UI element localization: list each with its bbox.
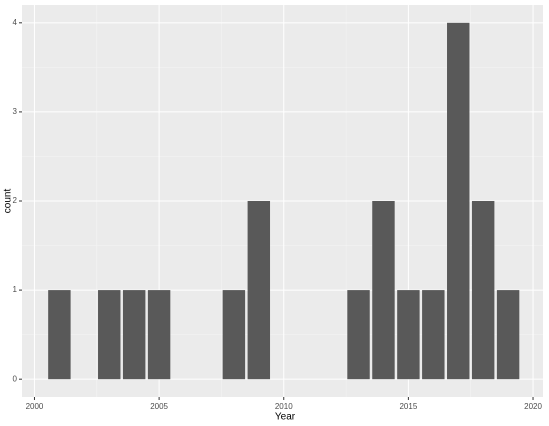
x-tick-label: 2005 xyxy=(150,402,168,411)
bar xyxy=(48,290,71,380)
bar xyxy=(372,201,395,380)
bar xyxy=(147,290,171,380)
x-tick-label: 2000 xyxy=(26,402,44,411)
x-tick-label: 2015 xyxy=(399,402,417,411)
bar xyxy=(222,290,246,380)
y-tick-label: 3 xyxy=(13,107,18,116)
y-tick-label: 4 xyxy=(13,18,18,27)
y-tick-label: 0 xyxy=(13,374,18,383)
bar xyxy=(122,290,146,380)
bar xyxy=(496,290,520,380)
x-tick-label: 2010 xyxy=(275,402,293,411)
bar xyxy=(347,290,370,380)
y-tick-label: 1 xyxy=(13,285,18,294)
bar xyxy=(422,290,445,380)
x-tick-label: 2020 xyxy=(524,402,542,411)
y-tick-label: 2 xyxy=(13,196,18,205)
y-axis-title: count xyxy=(3,189,14,214)
bar xyxy=(447,22,470,380)
x-axis-title: Year xyxy=(275,412,296,423)
bar xyxy=(471,201,495,380)
bar xyxy=(98,290,121,380)
bar xyxy=(397,290,420,380)
bar xyxy=(247,201,271,380)
